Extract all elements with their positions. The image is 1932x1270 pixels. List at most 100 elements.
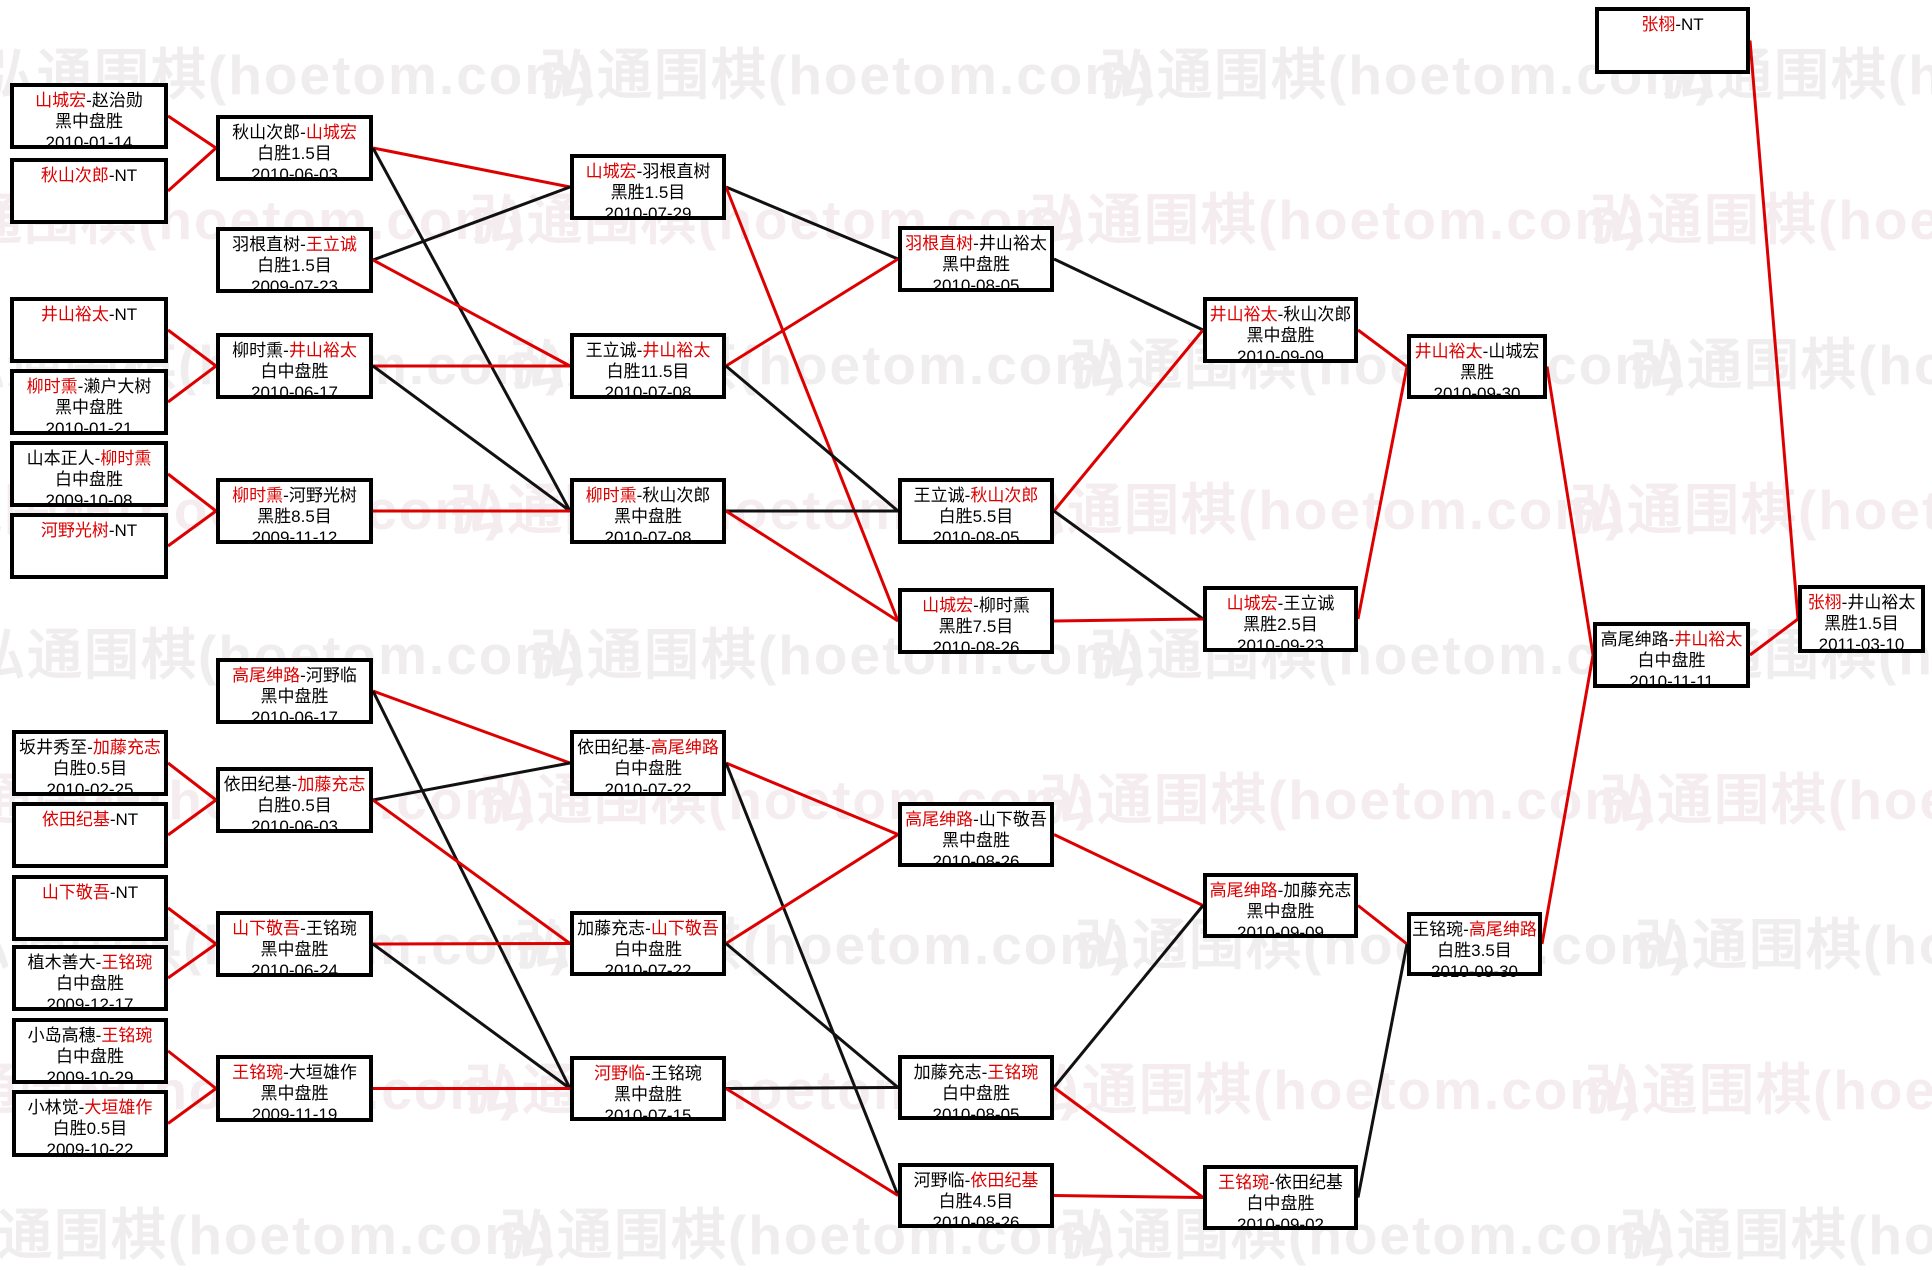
matchup-line: 小岛高穗-王铭琬 bbox=[16, 1025, 164, 1046]
match-box-e6[interactable]: 河野临-依田纪基 白胜4.5目 2010-08-26 bbox=[898, 1163, 1054, 1232]
match-box-c6[interactable]: 依田纪基-加藤充志 白胜0.5目 2010-06-03 bbox=[216, 767, 373, 836]
watermark-text: 弘通围棋(hoetom.com) bbox=[1635, 914, 1932, 976]
match-box-b10[interactable]: 植木善大-王铭琬 白中盘胜 2009-12-17 bbox=[12, 945, 168, 1014]
result-line: 黑中盘胜 bbox=[55, 112, 123, 131]
advancing-player-name: 依田纪基 bbox=[41, 810, 110, 829]
matchup-line: 羽根直树-王立诚 bbox=[220, 234, 369, 255]
result-line: 白中盘胜 bbox=[1637, 651, 1706, 670]
match-box-d2[interactable]: 王立诚-井山裕太 白胜11.5目 2010-07-08 bbox=[570, 333, 726, 402]
result-line: 黑中盘胜 bbox=[260, 940, 329, 959]
match-box-h1[interactable]: 张栩-NT bbox=[1595, 7, 1750, 74]
matchup-line: 王铭琬-依田纪基 bbox=[1207, 1172, 1354, 1193]
match-box-g2[interactable]: 王铭琬-高尾绅路 白胜3.5目 2010-09-30 bbox=[1407, 912, 1542, 981]
match-box-c2[interactable]: 羽根直树-王立诚 白胜1.5目 2009-07-23 bbox=[216, 227, 373, 296]
match-box-d1[interactable]: 山城宏-羽根直树 黑胜1.5目 2010-07-29 bbox=[570, 154, 726, 223]
player-name: 山本正人 bbox=[26, 449, 95, 468]
player-name: 小岛高穗 bbox=[27, 1026, 96, 1045]
match-box-b7[interactable]: 坂井秀至-加藤充志 白胜0.5目 2010-02-25 bbox=[12, 730, 168, 799]
match-box-b8[interactable]: 依田纪基-NT bbox=[12, 802, 168, 868]
match-box-g1[interactable]: 井山裕太-山城宏 黑胜 2010-09-30 bbox=[1407, 334, 1547, 403]
match-box-c5[interactable]: 高尾绅路-河野临 黑中盘胜 2010-06-17 bbox=[216, 658, 373, 727]
date-line: 2010-07-15 bbox=[604, 1106, 692, 1125]
watermark-text: 弘通围棋(hoetom.com) bbox=[1590, 189, 1932, 251]
loser-path-line bbox=[372, 942, 571, 1090]
match-box-d5[interactable]: 加藤充志-山下敬吾 白中盘胜 2010-07-22 bbox=[570, 911, 726, 980]
match-box-i1[interactable]: 张栩-井山裕太 黑胜1.5目 2011-03-10 bbox=[1798, 585, 1925, 654]
match-box-e5[interactable]: 加藤充志-王铭琬 白中盘胜 2010-08-05 bbox=[898, 1055, 1054, 1124]
advancing-player-name: 羽根直树 bbox=[905, 234, 974, 253]
watermark-text: 弘通围棋(hoetom.com) bbox=[1570, 479, 1932, 541]
player-name: - bbox=[94, 449, 101, 468]
advancing-player-name: 秋山次郎 bbox=[970, 486, 1039, 505]
advancing-player-name: 高尾绅路 bbox=[905, 810, 974, 829]
player-name: - bbox=[95, 953, 102, 972]
match-box-d6[interactable]: 河野临-王铭琬 黑中盘胜 2010-07-15 bbox=[570, 1056, 726, 1125]
match-box-h2[interactable]: 高尾绅路-井山裕太 白中盘胜 2010-11-11 bbox=[1593, 622, 1750, 691]
matchup-line: 柳时熏-濑户大树 bbox=[14, 376, 164, 397]
matchup-line: 柳时熏-秋山次郎 bbox=[574, 485, 722, 506]
player-name: - bbox=[964, 1171, 971, 1190]
date-line: 2009-07-23 bbox=[251, 277, 338, 296]
result-line: 黑胜1.5目 bbox=[610, 183, 686, 202]
result-line: 黑胜7.5目 bbox=[938, 617, 1014, 636]
matchup-line: 王铭琬-大垣雄作 bbox=[220, 1062, 369, 1083]
matchup-line: 山城宏-柳时熏 bbox=[902, 595, 1050, 616]
advancing-player-name: 大垣雄作 bbox=[84, 1098, 153, 1117]
date-line: 2010-07-22 bbox=[604, 780, 692, 799]
match-box-f3[interactable]: 高尾绅路-加藤充志 黑中盘胜 2010-09-09 bbox=[1203, 873, 1358, 942]
date-line: 2010-07-08 bbox=[604, 383, 692, 402]
player-name: -濑户大树 bbox=[77, 377, 152, 396]
match-box-f2[interactable]: 山城宏-王立诚 黑胜2.5目 2010-09-23 bbox=[1203, 586, 1358, 655]
match-box-b11[interactable]: 小岛高穗-王铭琬 白中盘胜 2009-10-29 bbox=[12, 1018, 168, 1087]
player-name: -大垣雄作 bbox=[283, 1063, 357, 1082]
matchup-line: 坂井秀至-加藤充志 bbox=[16, 737, 164, 758]
advancing-player-name: 王铭琬 bbox=[1218, 1173, 1270, 1192]
match-box-e1[interactable]: 羽根直树-井山裕太 黑中盘胜 2010-08-05 bbox=[898, 226, 1054, 295]
match-box-c8[interactable]: 王铭琬-大垣雄作 黑中盘胜 2009-11-19 bbox=[216, 1055, 373, 1124]
date-line: 2010-09-09 bbox=[1237, 347, 1324, 366]
match-box-b5[interactable]: 山本正人-柳时熏 白中盘胜 2009-10-08 bbox=[10, 441, 168, 510]
match-box-b9[interactable]: 山下敬吾-NT bbox=[12, 875, 168, 941]
result-line: 白胜1.5目 bbox=[257, 144, 332, 163]
matchup-line: 植木善大-王铭琬 bbox=[16, 952, 164, 973]
date-line: 2010-06-24 bbox=[251, 961, 338, 980]
matchup-line: 高尾绅路-山下敬吾 bbox=[902, 809, 1050, 830]
match-box-f1[interactable]: 井山裕太-秋山次郎 黑中盘胜 2010-09-09 bbox=[1203, 297, 1358, 366]
match-box-d4[interactable]: 依田纪基-高尾绅路 白中盘胜 2010-07-22 bbox=[570, 730, 726, 799]
match-box-c4[interactable]: 柳时熏-河野光树 黑胜8.5目 2009-11-12 bbox=[216, 478, 373, 547]
match-box-b2[interactable]: 秋山次郎-NT bbox=[10, 158, 168, 224]
matchup-line: 张栩-井山裕太 bbox=[1802, 592, 1921, 613]
match-box-e3[interactable]: 山城宏-柳时熏 黑胜7.5目 2010-08-26 bbox=[898, 588, 1054, 657]
winner-path-line bbox=[166, 146, 218, 193]
player-name: 秋山次郎 bbox=[232, 123, 301, 142]
result-line: 白中盘胜 bbox=[1246, 1194, 1315, 1213]
watermark-text: 弘通围棋(hoetom.com) bbox=[1030, 189, 1646, 251]
match-box-b4[interactable]: 柳时熏-濑户大树 黑中盘胜 2010-01-21 bbox=[10, 369, 168, 438]
winner-path-line bbox=[1748, 40, 1800, 620]
result-line: 黑中盘胜 bbox=[942, 255, 1010, 274]
match-box-e4[interactable]: 高尾绅路-山下敬吾 黑中盘胜 2010-08-26 bbox=[898, 802, 1054, 871]
match-box-b3[interactable]: 井山裕太-NT bbox=[10, 297, 168, 363]
matchup-line: 井山裕太-山城宏 bbox=[1411, 341, 1543, 362]
result-line: 白胜0.5目 bbox=[52, 1119, 128, 1138]
date-line: 2010-02-25 bbox=[46, 780, 134, 799]
result-line: 白中盘胜 bbox=[614, 759, 682, 778]
result-line: 白中盘胜 bbox=[260, 362, 329, 381]
advancing-player-name: 山下敬吾 bbox=[41, 883, 110, 902]
result-line: 黑胜8.5目 bbox=[257, 507, 332, 526]
match-box-c7[interactable]: 山下敬吾-王铭琬 黑中盘胜 2010-06-24 bbox=[216, 911, 373, 980]
match-box-b1[interactable]: 山城宏-赵治勋 黑中盘胜 2010-01-14 bbox=[10, 83, 168, 152]
match-box-e2[interactable]: 王立诚-秋山次郎 白胜5.5目 2010-08-05 bbox=[898, 478, 1054, 547]
match-box-c3[interactable]: 柳时熏-井山裕太 白中盘胜 2010-06-17 bbox=[216, 333, 373, 402]
match-box-d3[interactable]: 柳时熏-秋山次郎 黑中盘胜 2010-07-08 bbox=[570, 478, 726, 547]
match-box-c1[interactable]: 秋山次郎-山城宏 白胜1.5目 2010-06-03 bbox=[216, 115, 373, 184]
match-box-b12[interactable]: 小林觉-大垣雄作 白胜0.5目 2009-10-22 bbox=[12, 1090, 168, 1159]
matchup-line: 柳时熏-井山裕太 bbox=[220, 340, 369, 361]
advancing-player-name: 河野临 bbox=[594, 1064, 646, 1083]
winner-path-line bbox=[372, 942, 571, 946]
result-line: 黑中盘胜 bbox=[1246, 902, 1315, 921]
match-box-b6[interactable]: 河野光树-NT bbox=[10, 513, 168, 579]
advancing-player-name: 王铭琬 bbox=[101, 953, 153, 972]
loser-path-line bbox=[1053, 257, 1204, 332]
match-box-f4[interactable]: 王铭琬-依田纪基 白中盘胜 2010-09-02 bbox=[1203, 1165, 1358, 1234]
